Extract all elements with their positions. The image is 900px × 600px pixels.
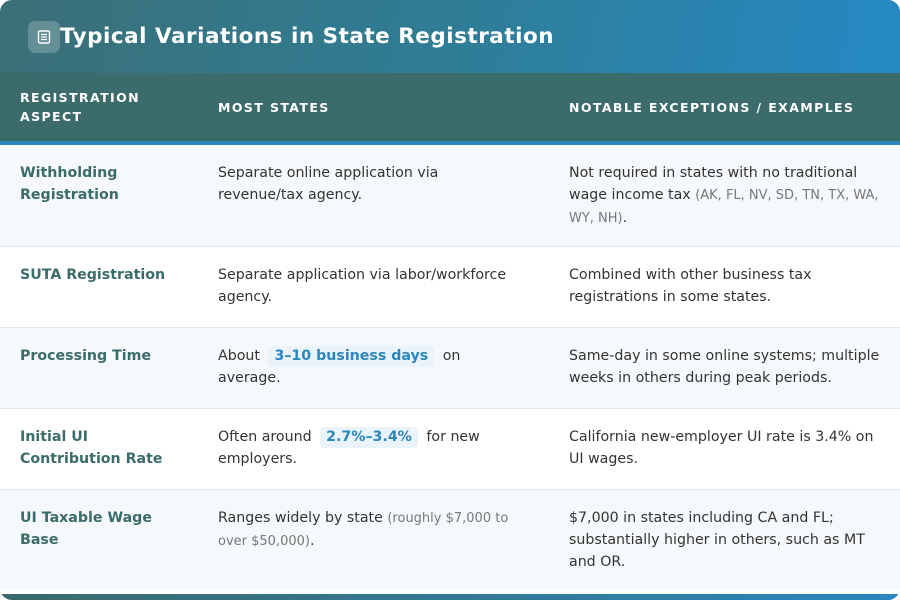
cell-most-states: Separate application via labor/workforce… bbox=[198, 246, 549, 328]
registration-table: REGISTRATION ASPECT MOST STATES NOTABLE … bbox=[0, 73, 900, 589]
table-row: Processing Time About 3–10 business days… bbox=[0, 327, 900, 409]
bottom-accent-bar bbox=[0, 594, 900, 600]
column-header-exceptions: NOTABLE EXCEPTIONS / EXAMPLES bbox=[549, 73, 900, 145]
cell-text-end: . bbox=[622, 210, 628, 226]
cell-text: Often around bbox=[218, 428, 312, 445]
cell-exceptions: Combined with other business tax registr… bbox=[549, 246, 900, 328]
cell-aspect: Initial UI Contribution Rate bbox=[0, 408, 198, 490]
cell-text: California new-employer UI rate is 3.4% … bbox=[569, 428, 874, 467]
cell-most-states: Separate online application via revenue/… bbox=[198, 143, 549, 247]
cell-text: Separate online application via revenue/… bbox=[218, 165, 439, 203]
document-icon bbox=[28, 20, 60, 53]
table-row: Initial UI Contribution Rate Often aroun… bbox=[0, 408, 900, 490]
state-list-note: (AK, FL, NV, SD, TN, TX, WA, WY, NH) bbox=[569, 188, 879, 226]
cell-most-states: About 3–10 business days on average. bbox=[198, 327, 549, 409]
cell-text: $7,000 in states including CA and FL; su… bbox=[569, 509, 865, 570]
table-row: Withholding Registration Separate online… bbox=[0, 143, 900, 247]
cell-aspect: Processing Time bbox=[0, 327, 198, 409]
column-header-aspect: REGISTRATION ASPECT bbox=[0, 73, 198, 145]
cell-exceptions: Same-day in some online systems; multipl… bbox=[549, 327, 900, 409]
cell-exceptions: $7,000 in states including CA and FL; su… bbox=[549, 489, 900, 589]
cell-text: Combined with other business tax registr… bbox=[569, 266, 812, 305]
card-header: Typical Variations in State Registration bbox=[0, 0, 900, 73]
cell-text-end: . bbox=[309, 532, 315, 549]
cell-text: Ranges widely by state bbox=[218, 509, 388, 526]
cell-text: About bbox=[218, 347, 260, 364]
page-title: Typical Variations in State Registration bbox=[60, 24, 555, 49]
cell-aspect: UI Taxable Wage Base bbox=[0, 489, 198, 589]
table-row: SUTA Registration Separate application v… bbox=[0, 246, 900, 328]
range-note: (roughly $7,000 to over $50,000) bbox=[218, 510, 509, 549]
highlight-badge: 3–10 business days bbox=[268, 345, 435, 367]
cell-exceptions: California new-employer UI rate is 3.4% … bbox=[549, 408, 900, 490]
cell-aspect: Withholding Registration bbox=[0, 143, 198, 247]
cell-exceptions: Not required in states with no tradition… bbox=[549, 143, 900, 247]
table-header: REGISTRATION ASPECT MOST STATES NOTABLE … bbox=[0, 73, 900, 145]
cell-text: Not required in states with no tradition… bbox=[569, 165, 858, 203]
cell-most-states: Ranges widely by state (roughly $7,000 t… bbox=[198, 489, 549, 589]
column-header-most-states: MOST STATES bbox=[198, 73, 549, 145]
cell-text: Same-day in some online systems; multipl… bbox=[569, 347, 880, 386]
cell-text-end: for new employers. bbox=[218, 428, 480, 467]
cell-most-states: Often around 2.7%–3.4% for new employers… bbox=[198, 408, 549, 490]
highlight-badge: 2.7%–3.4% bbox=[320, 426, 418, 448]
cell-text-end: on average. bbox=[218, 347, 461, 386]
cell-aspect: SUTA Registration bbox=[0, 246, 198, 328]
table-row: UI Taxable Wage Base Ranges widely by st… bbox=[0, 489, 900, 589]
cell-text: Separate application via labor/workforce… bbox=[218, 266, 507, 305]
